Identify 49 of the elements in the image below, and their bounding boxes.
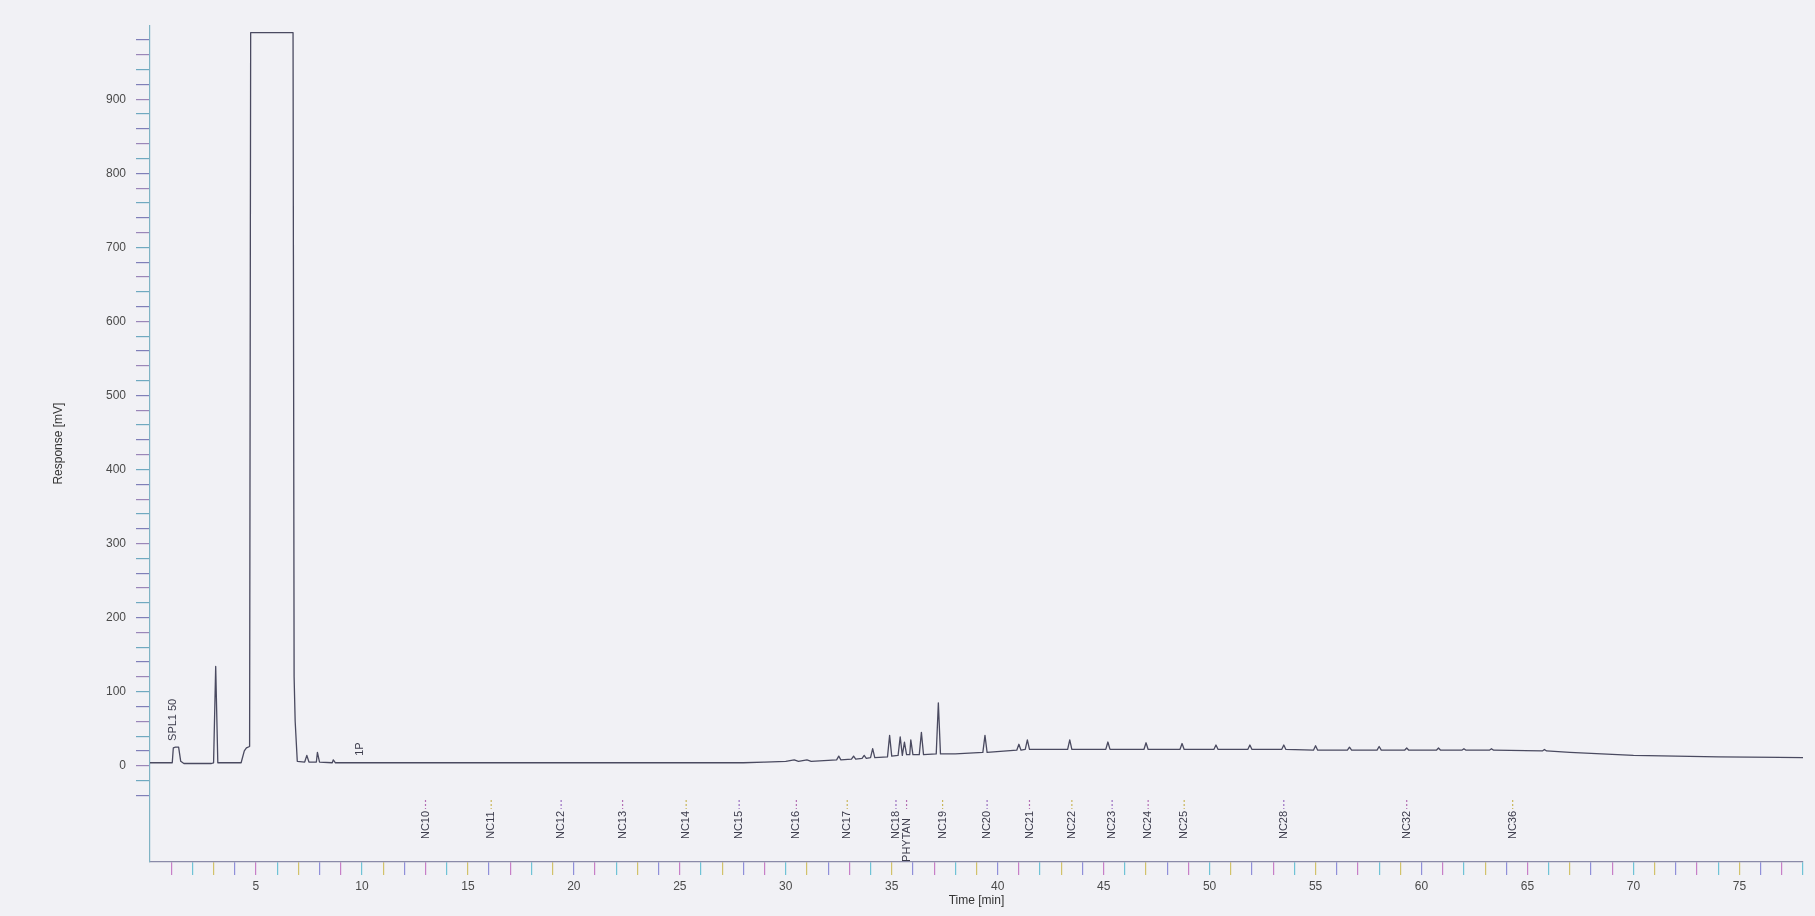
ref-line-label: NC12	[554, 810, 567, 840]
ref-line-label: NC25	[1177, 810, 1190, 840]
y-tick-label: 100	[105, 683, 127, 698]
ref-line-label: NC32	[1399, 810, 1412, 840]
y-tick-label: 800	[105, 165, 127, 180]
y-tick-label: 200	[105, 609, 127, 624]
ref-line-label: NC19	[935, 810, 948, 840]
ref-line-label: NC20	[980, 810, 993, 840]
x-tick-label: 60	[1414, 878, 1429, 893]
x-tick-label: 20	[567, 878, 581, 893]
ref-line-label: NC14	[679, 810, 692, 840]
ref-line-label: PHYTAN	[899, 818, 912, 862]
ref-line-label: NC13	[615, 810, 628, 840]
x-tick-label: 50	[1202, 878, 1217, 893]
x-axis-title: Time [min]	[948, 893, 1005, 908]
ref-line-label: NC36	[1505, 810, 1518, 840]
y-tick-label: 500	[105, 387, 127, 402]
x-tick-label: 15	[461, 878, 475, 893]
ref-line-label: NC11	[484, 811, 497, 839]
ref-line-label: NC23	[1105, 810, 1118, 840]
x-tick-label: 45	[1096, 878, 1111, 893]
ref-line-label: NC28	[1276, 810, 1289, 840]
x-tick-label: 5	[252, 878, 260, 893]
y-axis-title: Response [mV]	[50, 402, 65, 485]
annotation: 1P	[352, 742, 365, 756]
ref-line-label: NC16	[789, 810, 802, 840]
x-tick-label: 25	[673, 878, 687, 893]
y-tick-label: 300	[105, 535, 127, 550]
ref-line-label: NC22	[1064, 810, 1077, 840]
ref-line-label: NC24	[1141, 810, 1154, 840]
ref-line-label: NC17	[840, 810, 853, 840]
y-tick-label: 900	[105, 91, 127, 106]
ref-line-label: NC18	[889, 810, 901, 840]
x-tick-label: 65	[1520, 878, 1535, 893]
y-tick-label: 400	[105, 461, 127, 476]
x-tick-label: 55	[1308, 878, 1323, 893]
ref-line-label: NC15	[732, 810, 745, 840]
x-tick-label: 70	[1626, 878, 1641, 893]
x-tick-label: 40	[991, 878, 1005, 893]
annotation: SPL1 50	[166, 698, 179, 741]
y-tick-label: 700	[105, 239, 127, 254]
ref-line-label: NC21	[1022, 810, 1035, 840]
x-tick-label: 10	[355, 878, 369, 893]
y-tick-label: 0	[119, 758, 127, 773]
x-tick-label: 30	[779, 878, 793, 893]
x-tick-label: 75	[1732, 878, 1747, 893]
y-tick-label: 600	[105, 313, 127, 328]
x-tick-label: 35	[885, 878, 899, 893]
ref-line-label: NC10	[418, 810, 431, 840]
